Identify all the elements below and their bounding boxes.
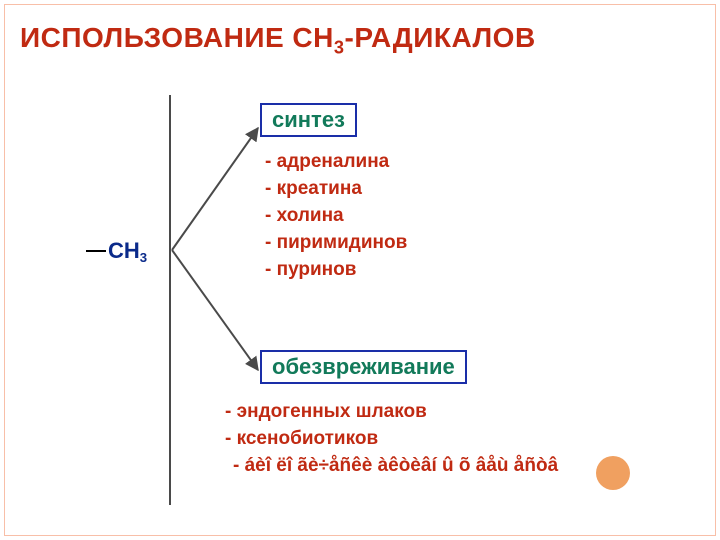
box-synthesis-label: синтез: [272, 107, 345, 132]
list-item: - пиримидинов: [265, 229, 407, 256]
list-item: - холина: [265, 202, 407, 229]
list-synthesis: - адреналина- креатина- холина- пиримиди…: [265, 148, 407, 283]
list-item: - пуринов: [265, 256, 407, 283]
list-item: - креатина: [265, 175, 407, 202]
list-item: - áèî ëî ãè÷åñêè àêòèâí û õ âåù åñòâ: [225, 452, 558, 479]
arrow-down: [172, 250, 258, 370]
title-prefix: ИСПОЛЬЗОВАНИЕ СН: [20, 22, 334, 53]
box-neutralization-label: обезвреживание: [272, 354, 455, 379]
box-synthesis: синтез: [260, 103, 357, 137]
title-sub: 3: [334, 38, 345, 58]
arrow-up: [172, 128, 258, 250]
ch3-dash: [86, 250, 106, 252]
box-neutralization: обезвреживание: [260, 350, 467, 384]
ch3-sub: 3: [140, 250, 147, 265]
title-suffix: -РАДИКАЛОВ: [345, 22, 536, 53]
list-item: - адреналина: [265, 148, 407, 175]
accent-circle: [596, 456, 630, 490]
ch3-label: CH3: [108, 238, 147, 264]
list-item: - ксенобиотиков: [225, 425, 558, 452]
ch3-prefix: CH: [108, 238, 140, 263]
list-item: - эндогенных шлаков: [225, 398, 558, 425]
page-title: ИСПОЛЬЗОВАНИЕ СН3-РАДИКАЛОВ: [20, 22, 536, 59]
list-neutralization: - эндогенных шлаков- ксенобиотиков- áèî …: [225, 398, 558, 479]
